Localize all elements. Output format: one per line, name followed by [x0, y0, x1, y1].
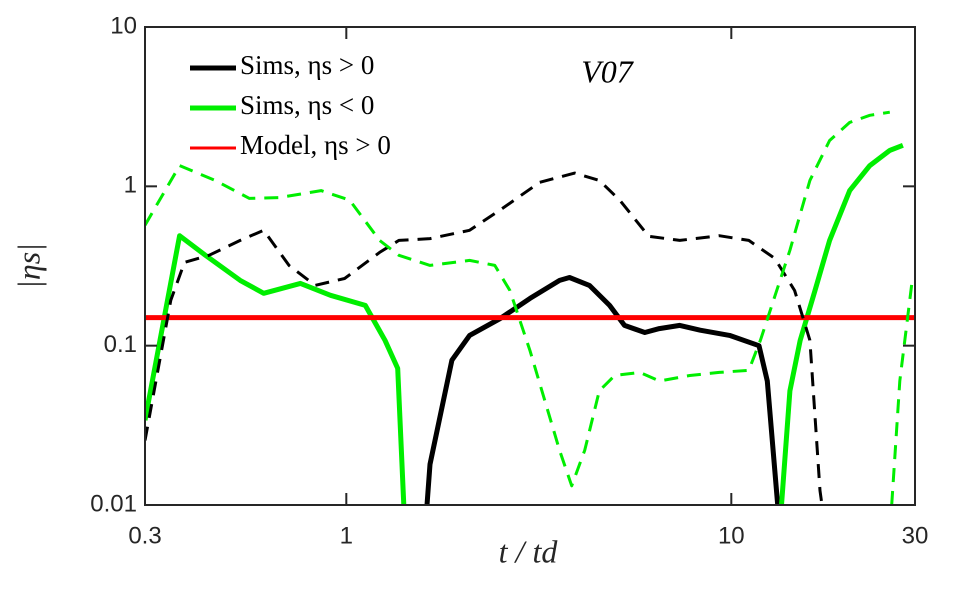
x-tick-label: 1: [340, 522, 353, 549]
legend-label: Sims, ηs > 0: [240, 50, 374, 80]
y-tick-label: 1: [124, 172, 137, 199]
lines: [145, 110, 915, 505]
line: [424, 275, 781, 505]
y-tick-label: 0.1: [104, 331, 137, 358]
legend-label: Model, ηs > 0: [240, 130, 391, 160]
x-tick-label: 30: [902, 522, 929, 549]
x-tick-label: 10: [718, 522, 745, 549]
dashed-line: [145, 110, 914, 505]
line: [145, 142, 904, 505]
y-tick-label: 10: [110, 12, 137, 39]
annotation: V07: [581, 53, 635, 89]
legend-label: Sims, ηs < 0: [240, 90, 374, 120]
x-tick-label: 0.3: [128, 522, 161, 549]
y-axis-label: |ηs|: [10, 243, 46, 289]
dashed-line: [145, 171, 824, 505]
y-tick-label: 0.01: [90, 490, 137, 517]
axes-box: [144, 26, 916, 506]
x-axis-label: t / td: [499, 533, 559, 569]
